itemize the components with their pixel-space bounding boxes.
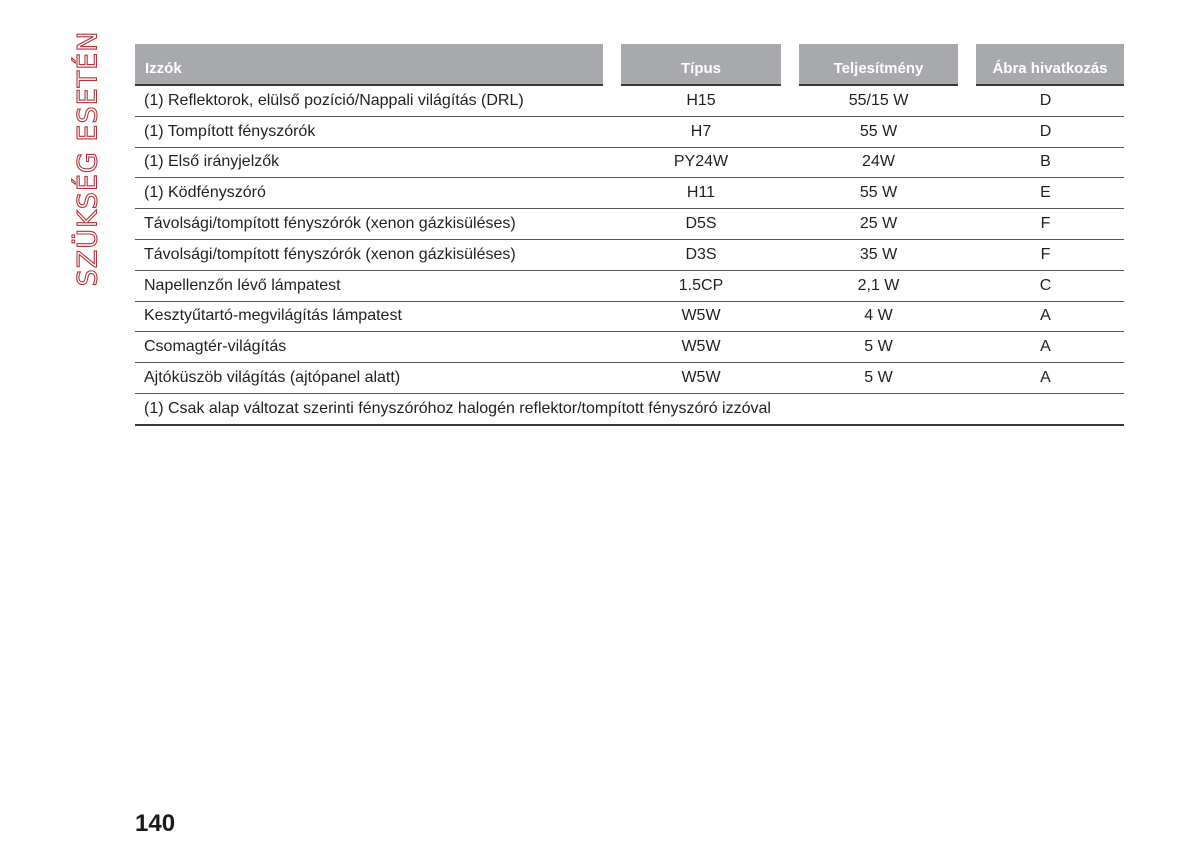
cell-figure: D: [967, 85, 1124, 117]
table-footnote-row: (1) Csak alap változat szerinti fényszór…: [135, 393, 1124, 426]
cell-power: 5 W: [790, 362, 967, 394]
cell-figure: C: [967, 270, 1124, 302]
cell-figure: F: [967, 208, 1124, 240]
table-row: (1) Ködfényszóró H11 55 W E: [135, 177, 1124, 210]
cell-type: W5W: [612, 331, 790, 364]
table-row: (1) Első irányjelzők PY24W 24W B: [135, 147, 1124, 179]
cell-figure: D: [967, 116, 1124, 148]
table-row: Távolsági/tompított fényszórók (xenon gá…: [135, 239, 1124, 271]
cell-power: 5 W: [790, 331, 967, 364]
cell-power: 4 W: [790, 301, 967, 333]
cell-type: 1.5CP: [612, 270, 790, 302]
cell-power: 2,1 W: [790, 270, 967, 302]
table-header-row: Izzók Típus Teljesítmény Ábra hivatkozás: [135, 44, 1124, 86]
cell-type: D3S: [612, 239, 790, 271]
cell-power: 24W: [790, 147, 967, 179]
table-row: (1) Tompított fényszórók H7 55 W D: [135, 116, 1124, 148]
cell-bulb: Csomagtér-világítás: [135, 331, 612, 364]
table-row: (1) Reflektorok, elülső pozíció/Nappali …: [135, 85, 1124, 117]
cell-power: 55/15 W: [790, 85, 967, 117]
table-footnote: (1) Csak alap változat szerinti fényszór…: [135, 393, 1124, 426]
cell-bulb: (1) Első irányjelzők: [135, 147, 612, 179]
cell-figure: A: [967, 362, 1124, 394]
cell-type: W5W: [612, 301, 790, 333]
table-row: Csomagtér-világítás W5W 5 W A: [135, 331, 1124, 364]
cell-bulb: (1) Tompított fényszórók: [135, 116, 612, 148]
bulb-table: Izzók Típus Teljesítmény Ábra hivatkozás…: [135, 44, 1124, 426]
cell-type: D5S: [612, 208, 790, 240]
cell-figure: F: [967, 239, 1124, 271]
cell-figure: A: [967, 301, 1124, 333]
header-power: Teljesítmény: [781, 44, 967, 86]
table-row: Távolsági/tompított fényszórók (xenon gá…: [135, 208, 1124, 240]
cell-power: 35 W: [790, 239, 967, 271]
cell-type: H7: [612, 116, 790, 148]
table-row: Kesztyűtartó-megvilágítás lámpatest W5W …: [135, 301, 1124, 333]
cell-bulb: Kesztyűtartó-megvilágítás lámpatest: [135, 301, 612, 333]
cell-power: 25 W: [790, 208, 967, 240]
cell-figure: E: [967, 177, 1124, 210]
table-row: Napellenzőn lévő lámpatest 1.5CP 2,1 W C: [135, 270, 1124, 302]
cell-power: 55 W: [790, 116, 967, 148]
section-title: SZÜKSÉG ESETÉN: [66, 30, 110, 287]
cell-bulb: Távolsági/tompított fényszórók (xenon gá…: [135, 208, 612, 240]
cell-bulb: (1) Ködfényszóró: [135, 177, 612, 210]
cell-figure: A: [967, 331, 1124, 364]
cell-figure: B: [967, 147, 1124, 179]
section-title-text: SZÜKSÉG ESETÉN: [72, 30, 104, 287]
cell-bulb: Napellenzőn lévő lámpatest: [135, 270, 612, 302]
cell-type: H15: [612, 85, 790, 117]
cell-bulb: Ajtóküszöb világítás (ajtópanel alatt): [135, 362, 612, 394]
cell-bulb: Távolsági/tompított fényszórók (xenon gá…: [135, 239, 612, 271]
cell-type: H11: [612, 177, 790, 210]
table-row: Ajtóküszöb világítás (ajtópanel alatt) W…: [135, 362, 1124, 394]
header-type: Típus: [603, 44, 790, 86]
header-bulbs: Izzók: [135, 44, 612, 86]
header-figure-reference: Ábra hivatkozás: [958, 44, 1124, 86]
cell-type: W5W: [612, 362, 790, 394]
cell-power: 55 W: [790, 177, 967, 210]
cell-type: PY24W: [612, 147, 790, 179]
cell-bulb: (1) Reflektorok, elülső pozíció/Nappali …: [135, 85, 612, 117]
page-number: 140: [135, 810, 176, 837]
